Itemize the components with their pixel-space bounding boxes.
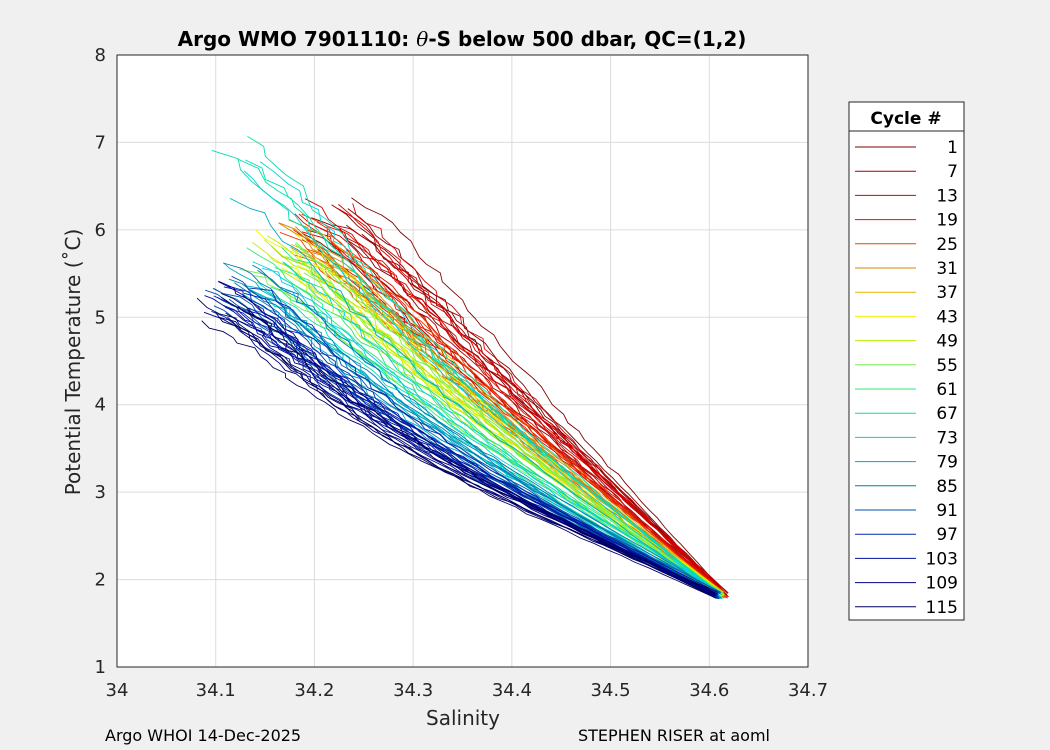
legend-entry-label: 91: [936, 501, 958, 521]
legend-entry-label: 31: [936, 259, 958, 279]
profile-line: [227, 316, 717, 599]
plot-frame: [116, 54, 809, 668]
profile-line: [298, 213, 723, 594]
profile-line: [347, 208, 728, 597]
y-tick-label: 5: [95, 307, 106, 328]
profile-line: [249, 287, 720, 600]
profile-lines: [196, 136, 729, 600]
y-tick-label: 7: [95, 132, 106, 153]
profile-line: [256, 281, 722, 600]
x-tick-label: 34.2: [294, 680, 334, 701]
chart-title-suffix: -S below 500 dbar, QC=(1,2): [428, 27, 746, 51]
x-tick-label: 34.6: [689, 680, 729, 701]
x-tick-label: 34.4: [492, 680, 532, 701]
profile-line: [351, 197, 729, 598]
chart-title-theta: θ: [416, 27, 428, 51]
profile-line: [243, 170, 720, 597]
legend-entry-label: 61: [936, 380, 958, 400]
y-tick-label: 6: [95, 220, 106, 241]
legend: Cycle # 1 7 13 19 25 31 37 43 49 55 61 67 73 79 85 91 97…: [848, 101, 965, 621]
legend-entry-label: 19: [936, 211, 958, 231]
x-tick-label: 34.1: [196, 680, 236, 701]
legend-box: [848, 101, 965, 621]
y-tick-label: 4: [95, 395, 106, 416]
legend-entries: 1 7 13 19 25 31 37 43 49 55 61 67 73 79 85 91 97 103 109 11…: [855, 138, 958, 618]
y-tick-labels: 1 2 3 4 5 6 7 8: [95, 45, 106, 678]
profile-line: [301, 213, 724, 597]
legend-entry-label: 37: [936, 283, 958, 303]
legend-entry-label: 67: [936, 404, 958, 424]
profile-line: [326, 225, 729, 599]
legend-entry-label: 1: [947, 138, 958, 158]
profile-line: [281, 247, 721, 598]
legend-entry-label: 85: [936, 477, 958, 497]
profile-line: [282, 255, 721, 595]
x-tick-label: 34.7: [788, 680, 828, 701]
profile-line: [259, 161, 719, 596]
profile-line: [214, 311, 716, 597]
legend-entry-label: 73: [936, 428, 958, 448]
profile-line: [252, 264, 720, 593]
y-tick-label: 3: [95, 482, 106, 503]
legend-entry-label: 115: [926, 598, 958, 618]
legend-entry-label: 97: [936, 525, 958, 545]
profile-line: [257, 270, 718, 597]
legend-entry-label: 7: [947, 162, 958, 182]
profile-line: [201, 320, 718, 593]
profile-line: [229, 197, 718, 596]
footer-left: Argo WHOI 14-Dec-2025: [105, 726, 301, 745]
profile-line: [283, 262, 722, 600]
footer-right: STEPHEN RISER at aoml: [578, 726, 770, 745]
profile-line: [227, 285, 716, 597]
legend-entry-label: 109: [926, 574, 958, 594]
x-tick-labels: 34 34.1 34.2 34.3 34.4 34.5 34.6 34.7: [106, 680, 828, 701]
profile-line: [282, 261, 721, 595]
profile-line: [213, 287, 721, 593]
profile-line: [225, 312, 717, 595]
legend-title: Cycle #: [870, 109, 941, 129]
y-axis-label: Potential Temperature (˚C): [61, 229, 85, 496]
legend-entry-label: 79: [936, 453, 958, 473]
profile-line: [294, 243, 720, 594]
legend-entry-label: 103: [926, 549, 958, 569]
profile-line: [295, 241, 724, 599]
legend-entry-label: 43: [936, 307, 958, 327]
legend-entry-label: 49: [936, 332, 958, 352]
legend-entry-label: 25: [936, 235, 958, 255]
x-axis-label: Salinity: [426, 706, 500, 730]
chart-title-prefix: Argo WMO 7901110:: [178, 27, 417, 51]
profile-line: [302, 227, 725, 595]
y-tick-label: 2: [95, 570, 106, 591]
legend-entry-label: 13: [936, 186, 958, 206]
chart-title: Argo WMO 7901110: θ-S below 500 dbar, QC…: [178, 27, 747, 51]
x-tick-label: 34.5: [591, 680, 631, 701]
profile-line: [337, 208, 728, 599]
legend-entry-label: 55: [936, 356, 958, 376]
profile-line: [228, 278, 721, 594]
profile-line: [247, 136, 723, 599]
y-tick-label: 8: [95, 45, 106, 66]
profile-line: [221, 293, 716, 594]
y-tick-label: 1: [95, 657, 106, 678]
x-tick-label: 34.3: [393, 680, 433, 701]
x-tick-label: 34: [106, 680, 129, 701]
profile-line: [352, 203, 725, 594]
profile-line: [262, 267, 723, 600]
